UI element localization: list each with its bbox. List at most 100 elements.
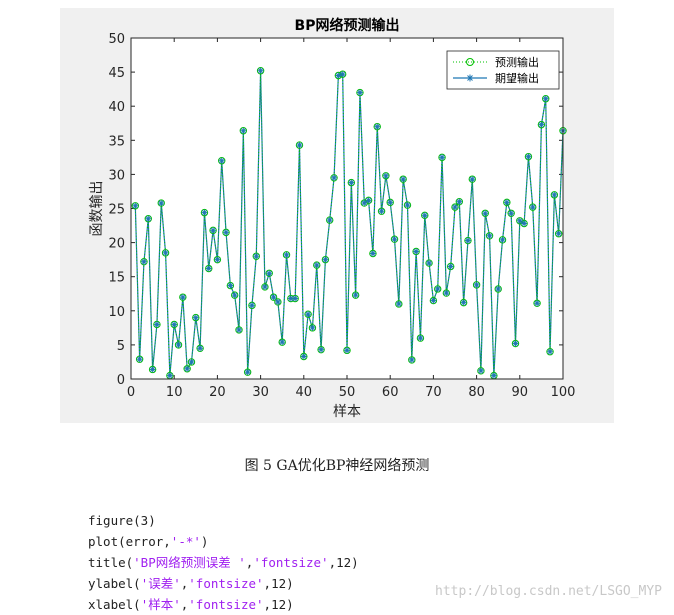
predicted-point [148, 365, 157, 374]
expected-point [361, 200, 368, 207]
predicted-point [265, 269, 273, 277]
star-stroke [426, 260, 432, 266]
predicted-point [403, 201, 412, 209]
x-tick-label: 20 [209, 385, 226, 400]
predicted-point [209, 226, 217, 235]
star-stroke [547, 349, 553, 355]
star-stroke [210, 227, 216, 233]
axes-box [130, 37, 564, 380]
expected-point [322, 256, 329, 263]
predicted-point [300, 352, 308, 361]
star-stroke [344, 347, 350, 353]
predicted-point [157, 199, 165, 207]
expected-point [486, 232, 493, 239]
expected-point [417, 335, 424, 342]
expected-point [214, 256, 221, 263]
expected-point [210, 227, 217, 234]
expected-point [296, 142, 303, 149]
predicted-point [196, 344, 204, 353]
predicted-point [153, 320, 161, 329]
expected-point [166, 372, 173, 379]
expected-point [300, 353, 307, 360]
star-stroke [141, 259, 147, 265]
expected-point [534, 300, 541, 307]
predicted-point [459, 298, 468, 307]
expected-point [171, 321, 178, 328]
star-stroke [487, 233, 493, 239]
star-stroke [175, 342, 182, 348]
expected-point [261, 283, 268, 290]
expected-point [495, 285, 502, 292]
expected-point [162, 249, 169, 256]
star-stroke [491, 373, 497, 379]
star-stroke [469, 176, 475, 182]
expected-point [184, 365, 191, 372]
star-stroke [366, 197, 372, 203]
star-stroke [249, 302, 255, 308]
expected-point [201, 209, 208, 216]
expected-point [257, 67, 264, 74]
predicted-point [468, 175, 476, 183]
star-stroke [167, 373, 173, 379]
series-line-predicted [134, 70, 564, 376]
expected-point [145, 215, 152, 222]
expected-point [408, 356, 415, 363]
expected-point [516, 217, 523, 224]
predicted-point [278, 338, 286, 346]
predicted-point [304, 310, 312, 318]
star-stroke [184, 366, 190, 372]
predicted-point [477, 367, 485, 375]
expected-point [331, 174, 338, 181]
x-tick-label: 30 [252, 385, 269, 400]
star-stroke [357, 90, 363, 96]
expected-point [309, 324, 316, 331]
star-stroke [353, 292, 359, 298]
expected-point [439, 154, 446, 161]
expected-point [253, 253, 260, 260]
y-tick-label: 5 [117, 339, 125, 354]
predicted-point [520, 219, 528, 228]
chart-title: BP网络预测输出 [295, 17, 400, 34]
x-tick-label: 70 [425, 385, 442, 400]
predicted-point [200, 208, 209, 217]
predicted-point [347, 178, 356, 187]
y-axis-label: 函数输出 [89, 181, 105, 237]
star-stroke [387, 199, 393, 205]
expected-point [391, 236, 398, 243]
predicted-point [485, 232, 494, 240]
star-stroke [391, 236, 398, 242]
star-stroke [163, 250, 169, 256]
star-stroke [171, 321, 177, 327]
predicted-point [554, 230, 563, 238]
expected-point [499, 236, 506, 243]
predicted-point [213, 255, 222, 264]
predicted-point [192, 313, 200, 322]
legend-label-predicted: 预测输出 [495, 55, 539, 69]
expected-point [413, 248, 420, 255]
expected-point [248, 302, 255, 309]
predicted-point [239, 127, 248, 135]
star-stroke [240, 128, 246, 134]
predicted-point [425, 259, 433, 267]
expected-point [456, 198, 463, 205]
y-tick-label: 15 [108, 271, 125, 286]
expected-point [231, 292, 238, 299]
star-stroke [188, 359, 195, 365]
predicted-point [230, 291, 239, 299]
predicted-point [131, 202, 140, 210]
star-stroke [275, 299, 281, 305]
star-stroke [283, 252, 290, 258]
expected-point [400, 176, 407, 183]
star-stroke [288, 295, 294, 302]
predicted-point [252, 252, 260, 260]
star-stroke [132, 203, 138, 209]
expected-point [477, 367, 484, 374]
predicted-point [529, 203, 537, 211]
legend-marker-expected [467, 75, 473, 81]
expected-point [508, 210, 515, 217]
predicted-point [364, 196, 373, 205]
predicted-point [446, 262, 455, 271]
star-stroke [482, 210, 488, 216]
predicted-point [226, 281, 235, 290]
